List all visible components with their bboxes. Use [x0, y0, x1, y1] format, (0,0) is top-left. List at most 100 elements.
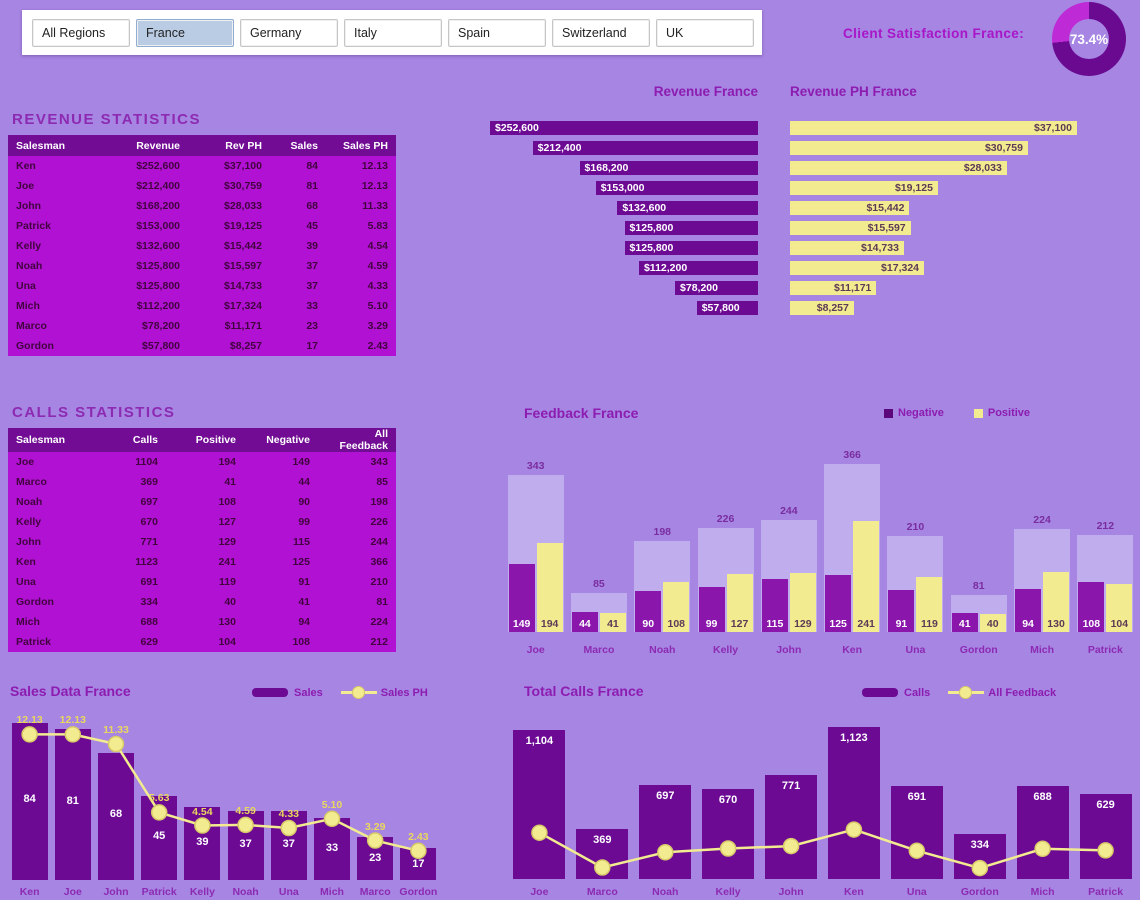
- bar-value-label: $8,257: [816, 302, 849, 314]
- table-cell: $15,442: [224, 240, 262, 252]
- line-marker: [531, 824, 548, 841]
- x-axis-label-noah: Noah: [652, 886, 679, 898]
- total-label-marco: 85: [593, 578, 605, 590]
- table-row-una: Una $125,800 $14,733 37 4.33: [8, 276, 396, 296]
- column-header-salesman: Salesman: [8, 428, 96, 452]
- x-axis-label-marco: Marco: [583, 644, 615, 656]
- table-row-mich: Mich $112,200 $17,324 33 5.10: [8, 296, 396, 316]
- x-axis-label-gordon: Gordon: [959, 644, 998, 656]
- table-cell: 39: [306, 240, 318, 252]
- bar-value-label: 697: [656, 789, 675, 802]
- tornado-row-ken: $252,600: [490, 118, 758, 138]
- positive-legend-label: Positive: [987, 407, 1031, 419]
- bar-value-label: $125,800: [629, 242, 674, 254]
- line-marker: [1034, 840, 1051, 858]
- bar-john: [765, 774, 818, 879]
- filter-button-spain[interactable]: Spain: [448, 18, 546, 47]
- bar-john: [98, 753, 134, 880]
- x-axis-label-marco: Marco: [359, 886, 391, 898]
- line-value-label: 3.29: [364, 820, 386, 833]
- bar-gordon: $8,257: [790, 300, 854, 316]
- bar-ken: $37,100: [790, 120, 1077, 136]
- bar-value-label: $57,800: [701, 302, 740, 314]
- tornado-row-john: $28,033: [790, 158, 1077, 178]
- table-cell: Kelly: [16, 516, 42, 528]
- x-axis-label-john: John: [103, 886, 129, 898]
- filter-button-all-regions[interactable]: All Regions: [32, 18, 130, 47]
- table-cell: 629: [140, 636, 158, 648]
- table-cell: 125: [292, 556, 310, 568]
- table-cell: 688: [140, 616, 158, 628]
- line-marker-icon: [351, 686, 365, 699]
- positive-bar-noah: 108: [663, 582, 690, 632]
- line-marker: [719, 840, 737, 857]
- column-header-negative: Negative: [244, 428, 318, 452]
- negative-legend-swatch: [884, 408, 893, 418]
- bar-mich: [314, 818, 350, 880]
- revenue-france-title: Revenue France: [653, 84, 758, 99]
- total-label-mich: 224: [1033, 514, 1051, 527]
- line-marker: [323, 810, 341, 828]
- table-cell: 41: [298, 596, 310, 608]
- positive-bar-mich: 130: [1043, 572, 1070, 632]
- table-cell: 212: [370, 636, 388, 648]
- table-cell: 343: [370, 456, 388, 468]
- table-cell: 4.59: [367, 260, 388, 272]
- filter-button-switzerland[interactable]: Switzerland: [552, 18, 650, 47]
- line-marker: [1097, 842, 1114, 859]
- table-cell: 40: [224, 596, 236, 608]
- tornado-row-marco: $11,171: [790, 278, 1077, 298]
- bar-value-label: 129: [794, 617, 812, 630]
- table-row-una: Una 691 119 91 210: [8, 572, 396, 592]
- table-cell: Patrick: [16, 636, 52, 648]
- table-cell: $153,000: [136, 220, 180, 232]
- line-value-label: 5.10: [321, 798, 343, 811]
- positive-bar-joe: 194: [536, 543, 563, 632]
- column-header-sales-ph: Sales PH: [326, 135, 396, 156]
- table-cell: 108: [218, 496, 236, 508]
- table-cell: Una: [16, 280, 36, 292]
- filter-button-italy[interactable]: Italy: [344, 18, 442, 47]
- x-axis-label-gordon: Gordon: [960, 886, 999, 898]
- line-value-label: 11.33: [103, 724, 129, 736]
- bar-value-label: 194: [540, 618, 559, 630]
- table-cell: 2.43: [367, 340, 388, 352]
- feedback-france-title: Feedback France: [524, 405, 639, 421]
- table-cell: 366: [370, 556, 388, 568]
- tornado-row-kelly: $132,600: [490, 198, 758, 218]
- table-cell: 1104: [135, 456, 158, 468]
- bar-value-label: 1,123: [840, 732, 868, 745]
- revenue-ph-france-chart: $37,100 $30,759 $28,033 $19,125 $15,442 $15,5…: [790, 118, 1077, 318]
- column-header-rev-ph: Rev PH: [188, 135, 270, 156]
- table-cell: 119: [219, 576, 236, 588]
- table-cell: 226: [370, 516, 388, 528]
- tornado-row-patrick: $153,000: [490, 178, 758, 198]
- bar-value-label: 33: [325, 842, 339, 854]
- table-cell: 130: [218, 616, 236, 628]
- filter-button-germany[interactable]: Germany: [240, 18, 338, 47]
- tornado-row-noah: $125,800: [490, 218, 758, 238]
- positive-bar-kelly: 127: [726, 573, 753, 632]
- x-axis-label-kelly: Kelly: [189, 886, 215, 898]
- x-axis-label-joe: Joe: [526, 644, 545, 656]
- all-feedback-line: [538, 828, 1106, 870]
- bar-value-label: 104: [1110, 617, 1129, 630]
- x-axis-label-ken: Ken: [843, 886, 864, 898]
- table-row-john: John $168,200 $28,033 68 11.33: [8, 196, 396, 216]
- calls-statistics-title: CALLS STATISTICS: [12, 404, 176, 421]
- table-header-row: Salesman Calls Positive Negative All Feedbac…: [8, 428, 396, 452]
- calls-legend-swatch: [862, 688, 898, 697]
- line-value-label: 5.63: [148, 792, 170, 805]
- x-axis-label-marco: Marco: [586, 886, 618, 898]
- filter-button-france[interactable]: France: [136, 18, 234, 47]
- total-label-patrick: 212: [1096, 519, 1115, 532]
- bar-value-label: 369: [593, 834, 612, 847]
- bar-una: [890, 785, 943, 879]
- table-cell: Joe: [16, 180, 35, 192]
- filter-button-uk[interactable]: UK: [656, 18, 754, 47]
- bar-mich: [1016, 786, 1069, 879]
- table-cell: 4.54: [367, 240, 388, 252]
- bar-marco: $78,200: [675, 280, 758, 296]
- bar-john: $168,200: [579, 160, 758, 176]
- table-cell: 12.13: [361, 180, 388, 192]
